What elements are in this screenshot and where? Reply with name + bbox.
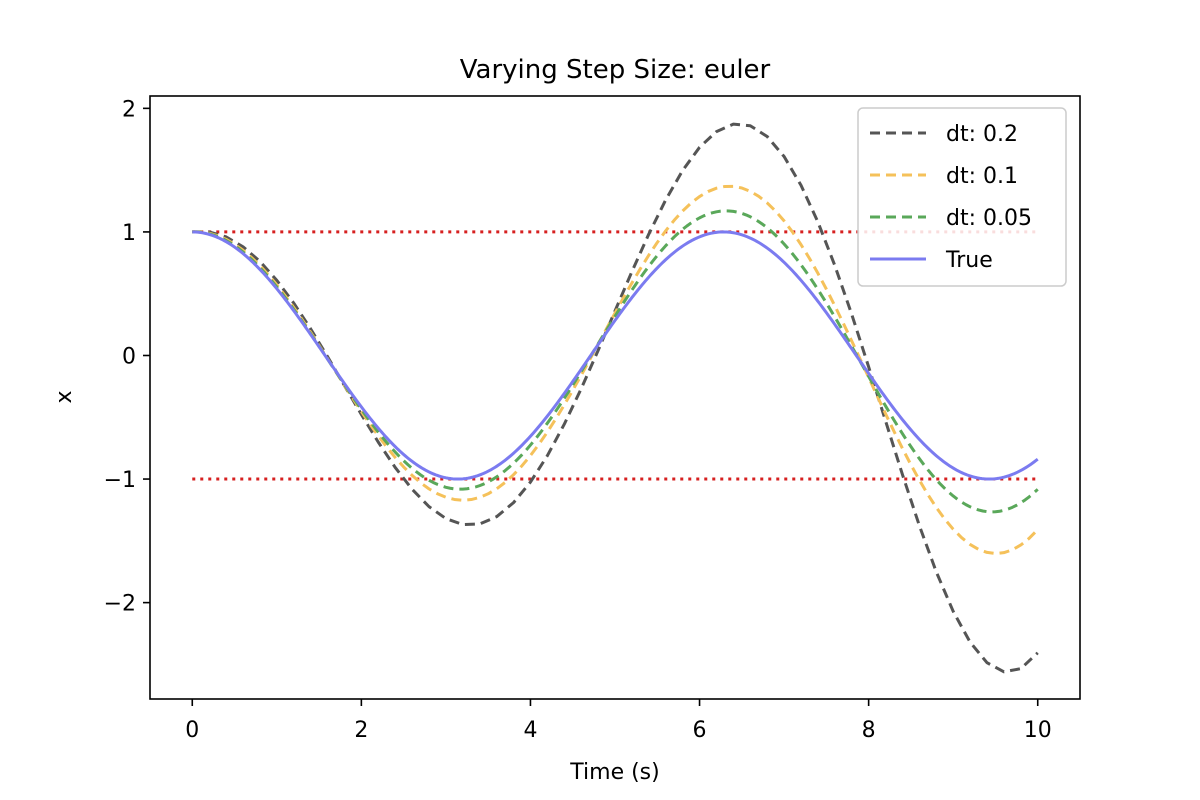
series-line-4 xyxy=(192,230,1039,481)
legend-label-3: dt: 0.05 xyxy=(946,206,1032,231)
legend-label-1: dt: 0.2 xyxy=(946,122,1018,147)
legend: dt: 0.2 dt: 0.1 dt: 0.05 True xyxy=(857,107,1067,287)
y-axis-label: x xyxy=(52,390,77,403)
y-tick-label: −2 xyxy=(104,592,136,617)
y-tick-label: 2 xyxy=(122,97,136,122)
series-line-3 xyxy=(192,209,1039,514)
x-tick-label: 2 xyxy=(354,718,368,743)
y-tick-label: 1 xyxy=(122,221,136,246)
y-tick-label: −1 xyxy=(104,468,136,493)
x-tick-label: 0 xyxy=(185,718,199,743)
legend-box xyxy=(857,107,1067,287)
series-line-2 xyxy=(192,184,1039,556)
y-axis: −2 −1 0 1 2 xyxy=(104,97,150,617)
x-axis: 0 2 4 6 8 10 xyxy=(185,699,1052,743)
x-tick-label: 6 xyxy=(693,718,707,743)
x-tick-label: 10 xyxy=(1024,718,1052,743)
x-tick-label: 8 xyxy=(862,718,876,743)
axes-frame xyxy=(149,95,1081,700)
x-tick-label: 4 xyxy=(523,718,537,743)
x-axis-label: Time (s) xyxy=(569,760,659,785)
chart-title: Varying Step Size: euler xyxy=(460,55,771,85)
y-tick-label: 0 xyxy=(122,344,136,369)
legend-label-4: True xyxy=(945,248,993,273)
legend-label-2: dt: 0.1 xyxy=(946,164,1018,189)
